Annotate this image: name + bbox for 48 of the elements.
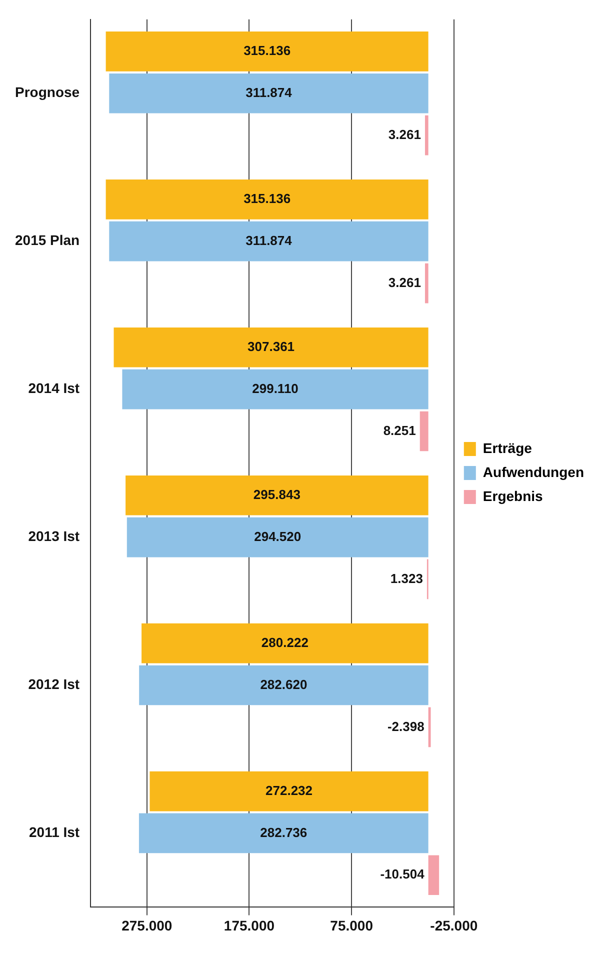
data-label: 280.222 <box>261 634 308 650</box>
y-tick-label: 2012 Ist <box>28 676 80 692</box>
y-tick-label: Prognose <box>15 84 80 100</box>
data-label: 311.874 <box>246 232 293 248</box>
bar <box>122 369 428 410</box>
bar <box>106 32 428 72</box>
x-tick-label: 175.000 <box>224 917 275 934</box>
data-label: 299.110 <box>252 380 298 396</box>
legend-label: Erträge <box>482 440 532 456</box>
bar <box>109 73 428 114</box>
data-label: 315.136 <box>244 191 291 206</box>
bar <box>114 327 428 368</box>
bar <box>424 115 428 156</box>
data-label: 311.874 <box>246 84 293 100</box>
y-tick-label: 2014 Ist <box>28 380 80 396</box>
data-label: -10.504 <box>380 866 426 882</box>
data-label: 307.361 <box>248 338 295 354</box>
data-label: 315.136 <box>244 43 291 58</box>
bar <box>126 517 428 558</box>
legend-label: Ergebnis <box>482 488 544 504</box>
bar <box>150 771 428 812</box>
data-label: 3.261 <box>388 274 421 290</box>
bar <box>420 411 428 452</box>
data-label: 3.261 <box>388 126 421 142</box>
data-label: 294.520 <box>254 528 302 544</box>
data-label: 272.232 <box>266 782 313 798</box>
x-tick-label: -25.000 <box>430 917 478 934</box>
legend-label: Aufwendungen <box>482 464 584 480</box>
x-tick-label: 275.000 <box>122 917 172 934</box>
bar <box>126 475 428 516</box>
data-label: 282.736 <box>260 824 308 840</box>
bar <box>428 707 431 748</box>
data-label: 1.323 <box>390 570 423 586</box>
bar <box>138 813 428 854</box>
data-label: -2.398 <box>387 718 424 734</box>
data-label: 295.843 <box>253 486 300 502</box>
bar <box>106 180 428 220</box>
y-tick-label: 2011 Ist <box>28 824 80 840</box>
y-tick-label: 2013 Ist <box>28 528 80 544</box>
bar <box>142 623 428 664</box>
data-label: 8.251 <box>383 422 416 438</box>
data-label: 282.620 <box>260 676 308 692</box>
bar <box>424 263 428 304</box>
bar <box>109 221 428 262</box>
bar <box>428 855 440 896</box>
bar <box>139 665 428 706</box>
y-tick-label: 2015 Plan <box>14 232 80 248</box>
x-tick-label: 75.000 <box>330 917 374 934</box>
